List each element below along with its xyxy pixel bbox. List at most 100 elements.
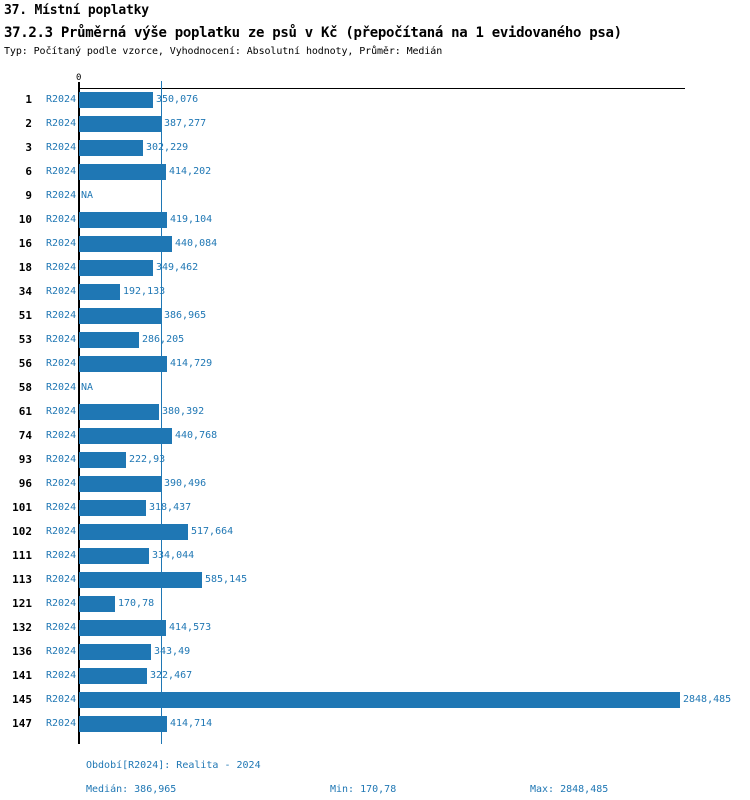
row-series-label: R2024 <box>46 406 77 417</box>
row-index-label: 18 <box>18 261 32 274</box>
row-index-label: 101 <box>12 501 32 514</box>
row-na-label: NA <box>81 190 94 201</box>
row-index-label: 121 <box>12 597 32 610</box>
row-index-label: 93 <box>18 453 32 466</box>
chart-header: 37. Místní poplatky 37.2.3 Průměrná výše… <box>4 0 746 58</box>
chart-supertitle: 37. Místní poplatky <box>4 3 149 18</box>
row-index-label: 34 <box>18 285 32 298</box>
table-row: 147 R2024 414,714 <box>0 712 750 736</box>
table-row: 9 R2024 NA <box>0 184 750 208</box>
row-series-label: R2024 <box>46 646 77 657</box>
bar-value-label: 414,714 <box>170 718 213 729</box>
row-series-label: R2024 <box>46 598 77 609</box>
row-index-label: 9 <box>25 189 32 202</box>
bar-value-label: 440,084 <box>175 238 218 249</box>
bar <box>79 140 143 156</box>
table-row: 53 R2024 286,205 <box>0 328 750 352</box>
table-row: 102 R2024 517,664 <box>0 520 750 544</box>
table-row: 93 R2024 222,93 <box>0 448 750 472</box>
table-row: 101 R2024 318,437 <box>0 496 750 520</box>
chart-subtitle: Typ: Počítaný podle vzorce, Vyhodnocení:… <box>4 46 443 57</box>
bar-value-label: 414,729 <box>170 358 213 369</box>
row-series-label: R2024 <box>46 94 77 105</box>
row-index-label: 113 <box>12 573 32 586</box>
bar <box>79 164 166 180</box>
bar <box>79 116 161 132</box>
bar-value-label: 414,202 <box>169 166 212 177</box>
row-series-label: R2024 <box>46 310 77 321</box>
bar <box>79 644 151 660</box>
row-series-label: R2024 <box>46 142 77 153</box>
row-series-label: R2024 <box>46 550 77 561</box>
table-row: 113 R2024 585,145 <box>0 568 750 592</box>
row-index-label: 147 <box>12 717 32 730</box>
bar <box>79 260 153 276</box>
median-reference-line <box>161 81 162 744</box>
row-series-label: R2024 <box>46 718 77 729</box>
row-na-label: NA <box>81 382 94 393</box>
row-index-label: 56 <box>18 357 32 370</box>
bar <box>79 212 167 228</box>
bar <box>79 500 146 516</box>
bar <box>79 548 149 564</box>
axis-zero-tick-label: 0 <box>76 73 82 83</box>
bar <box>79 572 202 588</box>
table-row: 34 R2024 192,133 <box>0 280 750 304</box>
bar-value-label: 390,496 <box>164 478 207 489</box>
bar-value-label: 343,49 <box>154 646 191 657</box>
row-series-label: R2024 <box>46 430 77 441</box>
table-row: 16 R2024 440,084 <box>0 232 750 256</box>
table-row: 58 R2024 NA <box>0 376 750 400</box>
row-index-label: 2 <box>25 117 32 130</box>
max-stat: Max: 2848,485 <box>530 784 609 795</box>
row-series-label: R2024 <box>46 334 77 345</box>
table-row: 6 R2024 414,202 <box>0 160 750 184</box>
bar <box>79 476 161 492</box>
row-series-label: R2024 <box>46 454 77 465</box>
axis-top-line <box>79 88 685 89</box>
row-index-label: 10 <box>18 213 32 226</box>
bar <box>79 620 166 636</box>
bar-value-label: 414,573 <box>169 622 212 633</box>
table-row: 136 R2024 343,49 <box>0 640 750 664</box>
bar-value-label: 318,437 <box>149 502 192 513</box>
bar-value-label: 387,277 <box>164 118 207 129</box>
bar <box>79 308 161 324</box>
row-series-label: R2024 <box>46 670 77 681</box>
row-series-label: R2024 <box>46 238 77 249</box>
row-series-label: R2024 <box>46 286 77 297</box>
row-series-label: R2024 <box>46 574 77 585</box>
row-series-label: R2024 <box>46 382 77 393</box>
page-title: 37.2.3 Průměrná výše poplatku ze psů v K… <box>4 25 622 41</box>
row-index-label: 111 <box>12 549 32 562</box>
bar <box>79 92 153 108</box>
bar <box>79 284 120 300</box>
table-row: 111 R2024 334,044 <box>0 544 750 568</box>
bar-value-label: 386,965 <box>164 310 207 321</box>
median-stat: Medián: 386,965 <box>86 784 177 795</box>
bar <box>79 236 172 252</box>
bar <box>79 332 139 348</box>
row-series-label: R2024 <box>46 502 77 513</box>
table-row: 145 R2024 2848,485 <box>0 688 750 712</box>
bar <box>79 428 172 444</box>
row-index-label: 61 <box>18 405 32 418</box>
bar-value-label: 302,229 <box>146 142 189 153</box>
table-row: 121 R2024 170,78 <box>0 592 750 616</box>
row-index-label: 74 <box>18 429 32 442</box>
table-row: 74 R2024 440,768 <box>0 424 750 448</box>
bar <box>79 356 167 372</box>
bar-value-label: 350,076 <box>156 94 199 105</box>
row-index-label: 16 <box>18 237 32 250</box>
row-index-label: 51 <box>18 309 32 322</box>
bar-value-label: 517,664 <box>191 526 234 537</box>
axis-zero-tick-mark <box>78 82 80 88</box>
row-index-label: 3 <box>25 141 32 154</box>
bar-value-label: 192,133 <box>123 286 166 297</box>
row-index-label: 136 <box>12 645 32 658</box>
bar <box>79 716 167 732</box>
bar-value-label: 585,145 <box>205 574 248 585</box>
bar-value-label: 419,104 <box>170 214 213 225</box>
bar <box>79 524 188 540</box>
